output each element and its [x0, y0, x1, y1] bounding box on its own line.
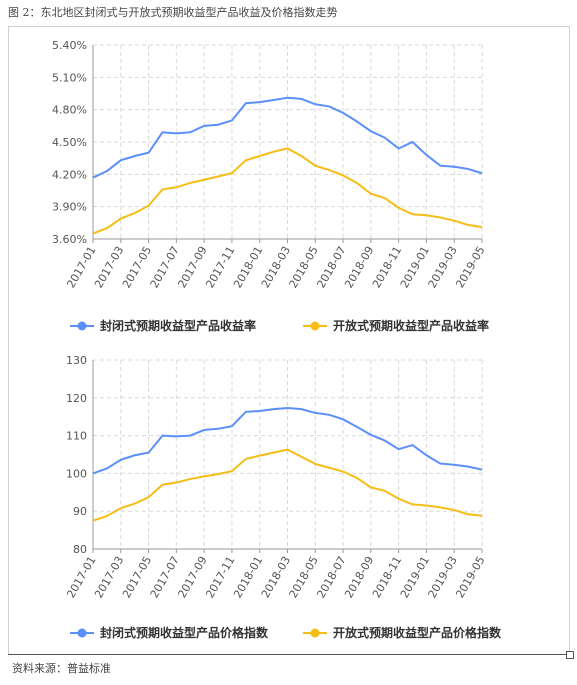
index-series-line-open — [92, 448, 483, 522]
y-tick-label: 90 — [73, 505, 87, 518]
y-tick-label: 130 — [66, 354, 87, 367]
legend-label-closed: 封闭式预期收益型产品收益率 — [100, 318, 256, 333]
frame-right-border — [569, 26, 570, 654]
y-tick-label: 3.60% — [52, 233, 87, 246]
y-tick-label: 100 — [66, 467, 87, 480]
legend-label-open: 开放式预期收益型产品收益率 — [333, 318, 489, 333]
y-tick-label: 4.50% — [52, 136, 87, 149]
y-tick-label: 120 — [66, 392, 87, 405]
y-tick-label: 5.10% — [52, 71, 87, 84]
resize-handle[interactable] — [566, 651, 574, 659]
legend-marker-icon — [77, 628, 87, 638]
legend-label-open: 开放式预期收益型产品价格指数 — [333, 625, 502, 640]
y-tick-label: 4.80% — [52, 104, 87, 117]
source-note: 资料来源：普益标准 — [12, 662, 111, 675]
y-tick-label: 80 — [73, 543, 87, 556]
price-index-line-chart: 80901001101201302017-012017-032017-05201… — [64, 354, 502, 640]
legend-marker-icon — [310, 321, 320, 331]
legend-marker-icon — [310, 628, 320, 638]
figure-title: 图 2：东北地区封闭式与开放式预期收益型产品收益及价格指数走势 — [8, 2, 569, 27]
y-tick-label: 5.40% — [52, 39, 87, 52]
y-tick-label: 3.90% — [52, 201, 87, 214]
frame-bottom-border — [8, 654, 569, 655]
index-series-line-closed — [92, 407, 483, 475]
legend-marker-icon — [77, 321, 87, 331]
yield-line-chart: 3.60%3.90%4.20%4.50%4.80%5.10%5.40%2017-… — [52, 39, 489, 333]
frame-left-border — [8, 26, 9, 654]
yield-series-line-closed — [92, 96, 483, 179]
yield-series-line-open — [92, 147, 483, 235]
y-tick-label: 110 — [66, 430, 87, 443]
legend-label-closed: 封闭式预期收益型产品价格指数 — [100, 625, 269, 640]
y-tick-label: 4.20% — [52, 168, 87, 181]
